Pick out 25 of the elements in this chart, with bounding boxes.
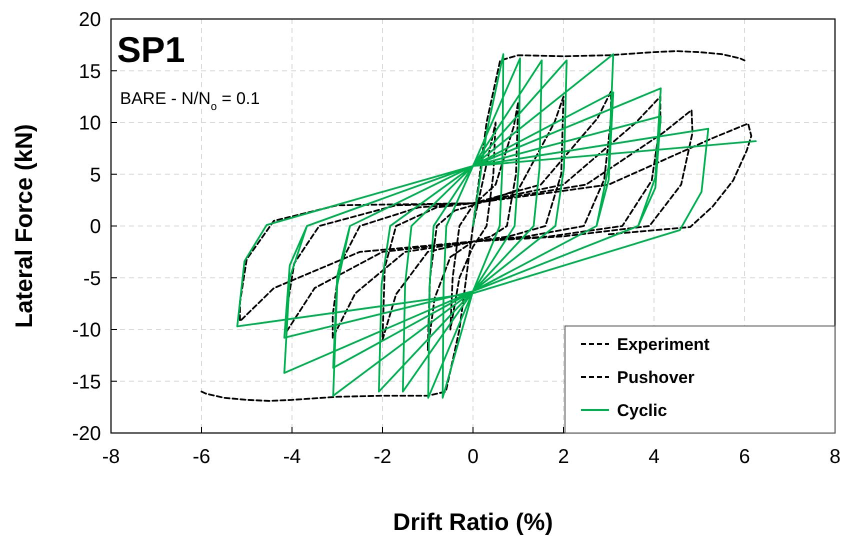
x-tick-label: 4 [648,446,660,468]
y-tick-label: -15 [72,371,101,394]
x-tick-label: 6 [738,446,750,468]
x-axis-title: Drift Ratio (%) [393,509,553,536]
x-tick-label: -6 [192,446,210,468]
legend-label: Pushover [617,368,695,387]
y-tick-label: 5 [90,164,101,186]
chart-title: SP1 [117,29,186,70]
legend-label: Cyclic [617,401,668,420]
y-axis-title: Lateral Force (kN) [11,124,38,328]
x-tick-label: -8 [102,446,120,468]
x-tick-label: -2 [374,446,392,468]
x-tick-label: 0 [467,446,479,468]
y-tick-label: 20 [78,9,101,31]
x-tick-label: -4 [283,446,301,468]
x-tick-label: 2 [558,446,570,468]
y-tick-label: 10 [78,112,101,134]
x-tick-label: 8 [829,446,841,468]
annotation: BARE - N/N$_{o}$ = 0.1 [120,89,260,113]
y-tick-label: 0 [90,216,101,238]
y-tick-label: -20 [72,423,101,445]
y-tick-label: -5 [83,268,101,290]
y-tick-label: 15 [78,60,101,83]
legend-label: Experiment [617,335,710,354]
y-tick-label: -10 [72,320,101,342]
